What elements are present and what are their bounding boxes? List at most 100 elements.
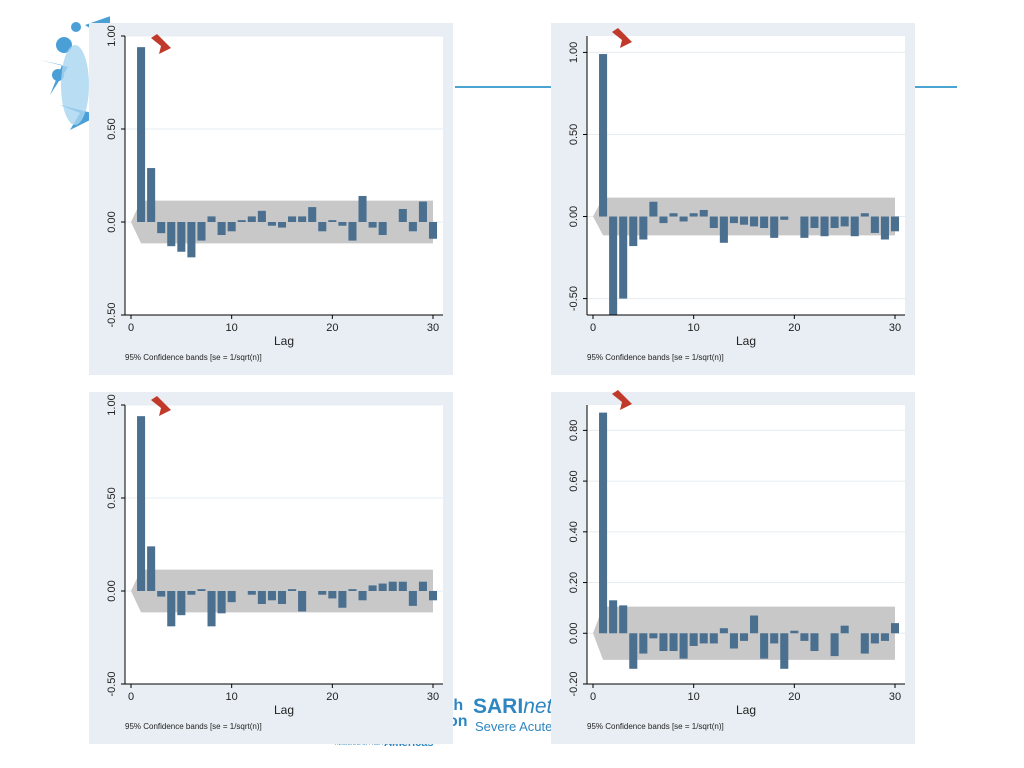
acf-bar-lag-12 [247,591,256,595]
confidence-band-note: 95% Confidence bands [se = 1/sqrt(n)] [125,722,262,731]
acf-bar-lag-26 [388,581,397,591]
confidence-band-note: 95% Confidence bands [se = 1/sqrt(n)] [125,353,262,362]
acf-bar-lag-9 [679,633,688,659]
y-tick-label: 0.00 [568,623,580,644]
acf-bar-lag-30 [428,591,438,601]
red-arrow-icon [151,34,171,54]
acf-bar-lag-20 [790,630,799,634]
x-tick-label: 20 [326,691,338,703]
acf-bar-lag-4 [629,633,638,669]
acf-bar-lag-25 [378,583,387,591]
sarinet-logo: SARInet [473,695,552,719]
x-axis-label: Lag [736,334,756,348]
acf-bar-lag-30 [428,222,438,239]
acf-bar-lag-27 [860,633,869,654]
y-tick-label: 0.00 [106,580,118,601]
acf-bar-lag-6 [187,591,196,595]
acf-bar-lag-26 [850,216,859,237]
acf-bar-lag-14 [267,591,276,601]
acf-bar-lag-4 [629,216,638,247]
x-tick-label: 20 [788,691,800,703]
acf-bar-lag-22 [810,216,819,229]
acf-bar-lag-8 [669,633,678,652]
acf-bar-lag-24 [368,222,377,228]
acf-bar-lag-8 [207,216,216,222]
y-tick-label: 1.00 [106,394,118,415]
x-tick-label: 30 [427,691,439,703]
acf-bar-lag-15 [739,633,749,641]
acf-bar-lag-28 [408,591,417,606]
x-axis-label: Lag [274,334,294,348]
acf-bar-lag-11 [699,209,708,217]
acf-bar-lag-24 [368,585,377,591]
acf-bar-lag-25 [840,216,849,227]
acf-bar-lag-25 [840,625,849,634]
x-tick-label: 10 [688,691,700,703]
acf-bar-lag-12 [247,216,256,222]
y-tick-label: -0.50 [106,671,118,696]
acf-chart-1: -0.50 0.00 0.50 1.00 0 10 20 30 Lag 95% Confidenc… [89,23,453,375]
x-tick-label: 0 [590,691,596,703]
regional-office-label: REGIONAL OFFICE FOR THE [335,741,404,747]
acf-bar-lag-9 [217,591,226,614]
red-arrow-icon [612,390,632,410]
acf-bar-lag-8 [669,213,678,217]
acf-bar-lag-19 [318,222,327,232]
acf-bar-lag-3 [619,605,628,634]
acf-bar-lag-10 [689,633,698,646]
x-axis-label: Lag [274,703,294,717]
plot-area [125,405,443,684]
sarinet-bold: SARI [473,695,524,718]
sarinet-subtitle: Severe Acute Re [475,719,573,734]
acf-bar-lag-24 [830,633,839,657]
plot-area [125,36,443,315]
acf-bar-lag-25 [378,222,387,236]
acf-bar-lag-20 [328,591,337,599]
acf-bar-lag-19 [780,216,789,220]
acf-bar-lag-21 [338,591,347,608]
acf-bar-lag-18 [770,216,779,238]
confidence-band [593,606,895,660]
acf-bar-lag-7 [659,216,668,224]
acf-bar-lag-22 [348,589,357,591]
acf-bar-lag-29 [880,216,889,240]
acf-bar-lag-11 [699,633,708,644]
acf-bar-lag-1 [137,47,146,222]
acf-bar-lag-1 [137,416,146,591]
red-arrow-icon [612,28,632,48]
confidence-band-note: 95% Confidence bands [se = 1/sqrt(n)] [587,722,724,731]
y-tick-label: 0.20 [568,572,580,593]
y-tick-label: 1.00 [568,42,580,63]
acf-chart-1-svg: -0.50 0.00 0.50 1.00 0 10 20 30 Lag 95% Confidenc… [106,25,443,362]
acf-bar-lag-11 [237,220,246,222]
acf-bar-lag-17 [760,633,769,659]
acf-bar-lag-27 [398,208,407,222]
y-tick-label: 0.80 [568,420,580,441]
acf-bar-lag-18 [308,207,317,222]
acf-bar-lag-29 [418,201,427,222]
acf-bar-lag-14 [267,222,276,226]
y-tick-label: -0.50 [106,302,118,327]
acf-bar-lag-13 [719,628,728,634]
acf-bar-lag-28 [870,216,879,233]
acf-bar-lag-4 [167,222,176,247]
x-axis-label: Lag [736,703,756,717]
acf-bar-lag-15 [277,222,287,228]
acf-bar-lag-16 [288,216,297,222]
x-tick-label: 30 [889,322,901,334]
acf-bar-lag-3 [157,222,166,234]
acf-bar-lag-19 [780,633,789,669]
acf-bar-lag-23 [358,591,367,601]
acf-bar-lag-15 [739,216,749,225]
acf-bar-lag-7 [197,589,206,591]
acf-bar-lag-18 [770,633,779,644]
acf-bar-lag-3 [619,216,628,299]
header-divider-right [915,86,957,88]
acf-bar-lag-20 [328,220,337,222]
acf-bar-lag-5 [177,222,186,252]
acf-chart-2-svg: -0.50 0.00 0.50 1.00 0 10 20 30 Lag 95% Confidenc… [568,36,905,362]
acf-bar-lag-5 [639,216,648,240]
acf-bar-lag-12 [709,216,718,229]
y-tick-label: -0.20 [568,671,580,696]
acf-bar-lag-24 [830,216,839,229]
